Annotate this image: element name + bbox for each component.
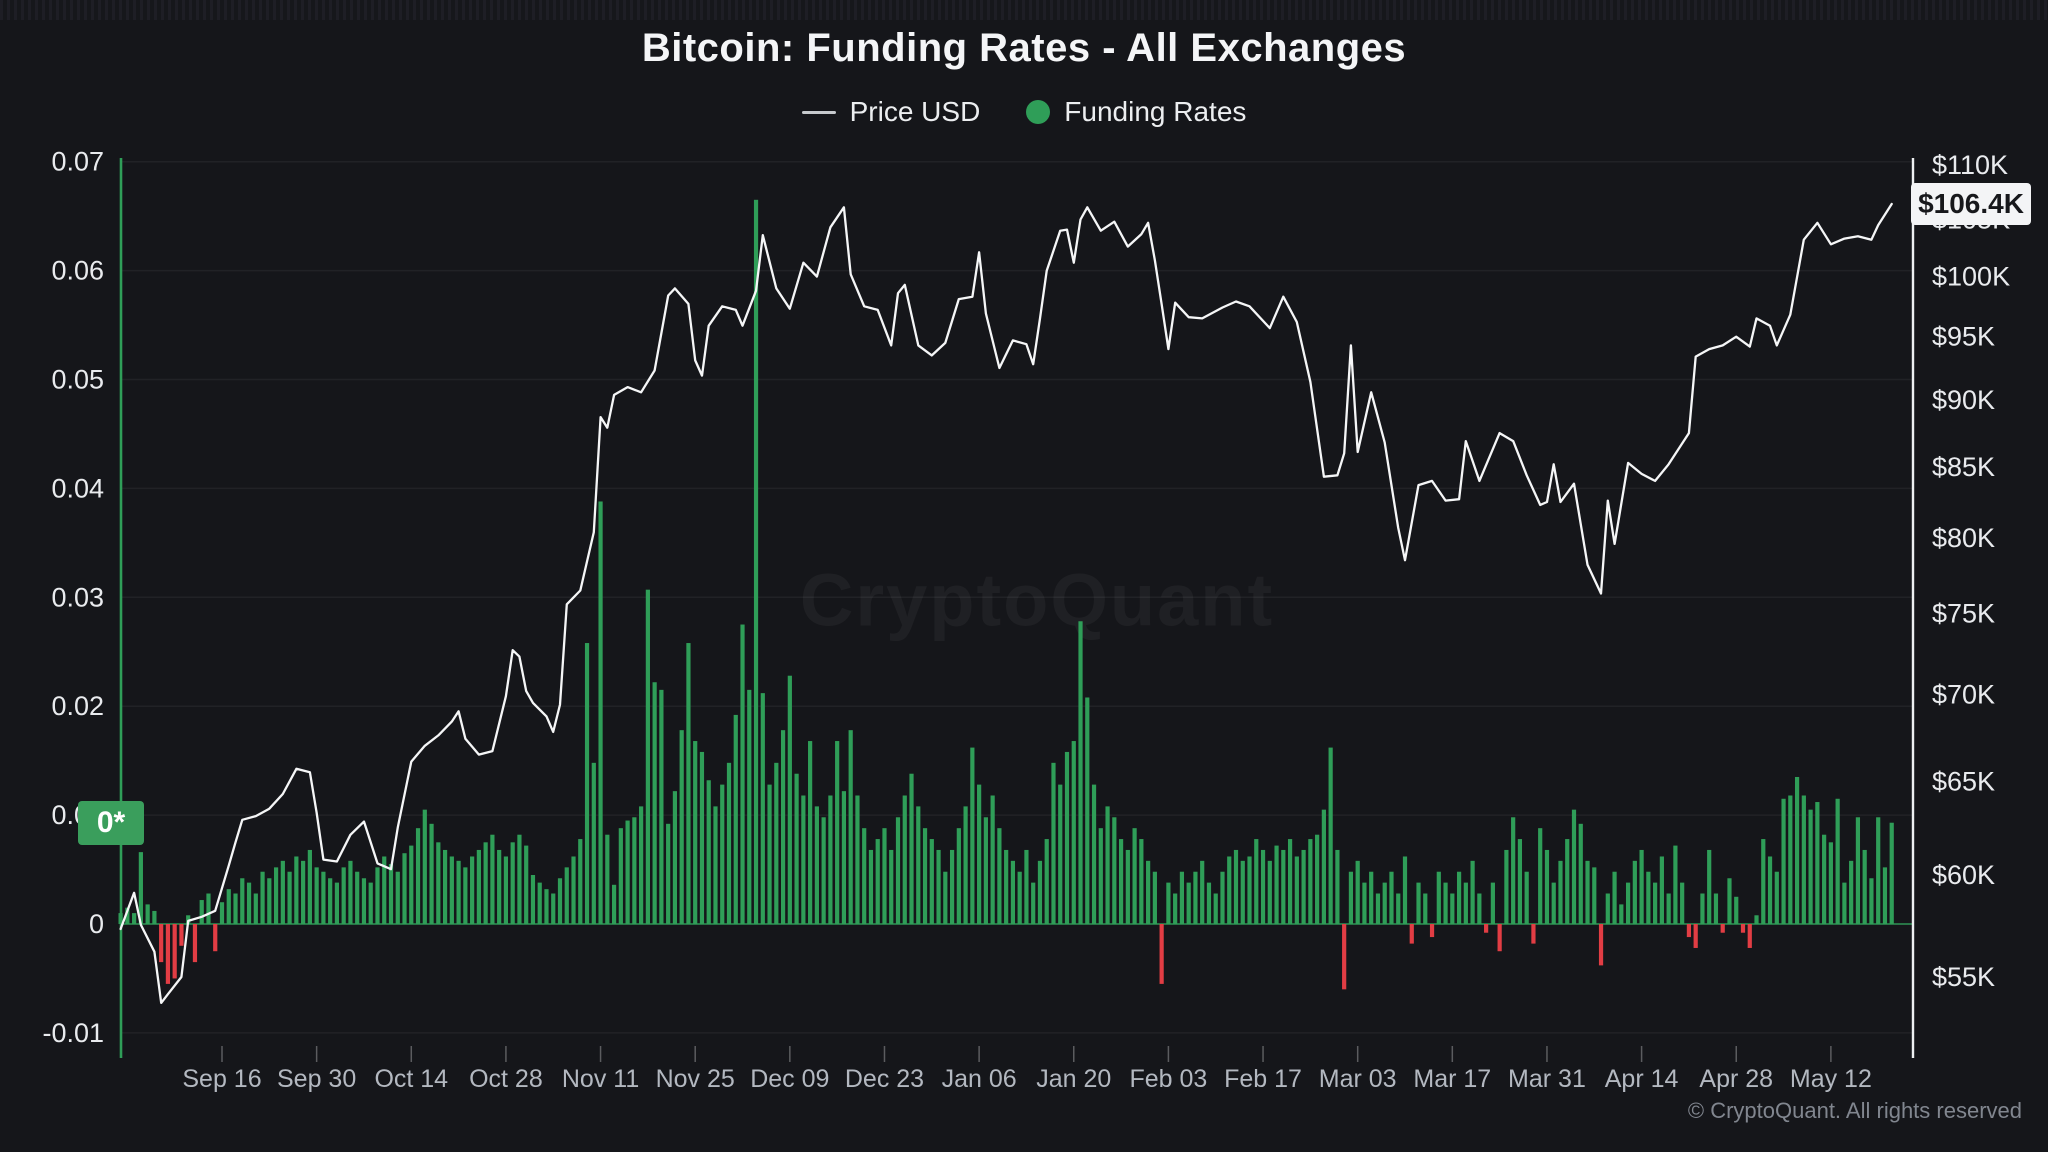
svg-text:Oct 28: Oct 28 <box>469 1065 543 1093</box>
svg-text:0.07: 0.07 <box>51 147 104 177</box>
svg-text:0.03: 0.03 <box>51 582 104 612</box>
svg-text:0.05: 0.05 <box>51 365 104 395</box>
svg-text:Sep 30: Sep 30 <box>277 1065 356 1093</box>
svg-text:Feb 17: Feb 17 <box>1224 1065 1302 1093</box>
copyright-notice: © CryptoQuant. All rights reserved <box>1687 1098 2022 1123</box>
legend-label-price: Price USD <box>849 96 981 127</box>
chart-legend: Price USD Funding Rates <box>0 96 2048 128</box>
svg-text:Apr 28: Apr 28 <box>1699 1065 1773 1093</box>
svg-text:0.04: 0.04 <box>51 473 104 503</box>
svg-text:0.02: 0.02 <box>51 691 104 721</box>
svg-text:Dec 09: Dec 09 <box>750 1065 829 1093</box>
svg-text:$95K: $95K <box>1932 322 1995 352</box>
svg-text:May 12: May 12 <box>1790 1065 1872 1093</box>
dot-marker-icon <box>1026 100 1051 124</box>
svg-text:Oct 14: Oct 14 <box>374 1065 448 1093</box>
svg-text:$70K: $70K <box>1932 679 1995 709</box>
svg-text:0: 0 <box>89 909 104 939</box>
svg-text:Nov 25: Nov 25 <box>656 1065 735 1093</box>
svg-text:$110K: $110K <box>1932 150 2008 180</box>
svg-text:Nov 11: Nov 11 <box>562 1065 639 1093</box>
funding-rate-current-badge: 0* <box>78 800 144 845</box>
legend-item-funding[interactable]: Funding Rates <box>1026 96 1246 128</box>
svg-text:$55K: $55K <box>1932 962 1995 992</box>
line-marker-icon <box>801 110 836 114</box>
svg-text:Mar 17: Mar 17 <box>1413 1065 1491 1093</box>
svg-text:Sep 16: Sep 16 <box>182 1065 261 1093</box>
svg-text:Mar 31: Mar 31 <box>1508 1065 1586 1093</box>
svg-text:0.06: 0.06 <box>51 256 104 286</box>
svg-text:$90K: $90K <box>1932 385 1995 415</box>
svg-text:Apr 14: Apr 14 <box>1605 1065 1679 1093</box>
svg-text:$65K: $65K <box>1932 766 1995 796</box>
svg-text:$75K: $75K <box>1932 599 1995 629</box>
svg-text:Dec 23: Dec 23 <box>845 1065 924 1093</box>
svg-text:$85K: $85K <box>1932 452 1995 482</box>
svg-text:-0.01: -0.01 <box>42 1018 104 1048</box>
svg-text:Jan 20: Jan 20 <box>1036 1065 1111 1093</box>
price-current-badge: $106.4K <box>1911 182 2031 225</box>
svg-text:$80K: $80K <box>1932 523 1995 553</box>
mini-map-strip <box>0 0 2048 20</box>
svg-text:Feb 03: Feb 03 <box>1129 1065 1207 1093</box>
svg-text:Jan 06: Jan 06 <box>942 1065 1017 1093</box>
legend-item-price[interactable]: Price USD <box>801 96 981 128</box>
svg-text:$60K: $60K <box>1932 860 1995 890</box>
svg-text:$100K: $100K <box>1932 262 2010 292</box>
legend-label-funding: Funding Rates <box>1064 96 1247 127</box>
cryptoquant-watermark: CryptoQuant <box>799 558 1275 642</box>
chart-title: Bitcoin: Funding Rates - All Exchanges <box>641 26 1407 70</box>
svg-text:Mar 03: Mar 03 <box>1319 1065 1397 1093</box>
